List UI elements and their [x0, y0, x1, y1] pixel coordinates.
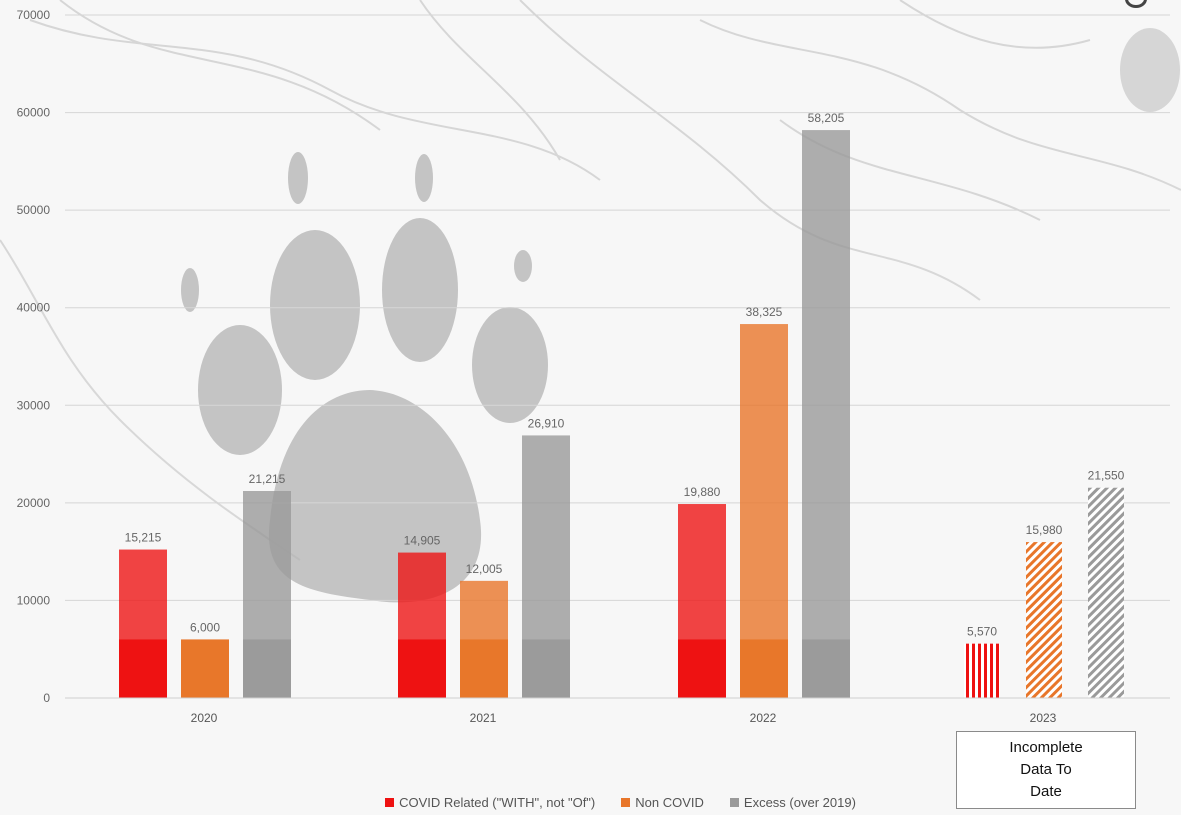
bars — [119, 130, 1124, 698]
y-tick-label: 50000 — [17, 203, 51, 217]
value-label-2020-2: 21,215 — [249, 472, 286, 486]
bar-2023-series-0 — [964, 643, 1000, 698]
value-label-2020-0: 15,215 — [125, 531, 162, 545]
y-tick-label: 0 — [43, 691, 50, 705]
value-label-2023-2: 21,550 — [1088, 469, 1125, 483]
bar-baseline-band — [181, 639, 229, 698]
chart-legend: COVID Related ("WITH", not "Of") Non COV… — [0, 792, 1181, 812]
grid-lines — [65, 14, 1170, 699]
value-label-2023-1: 15,980 — [1026, 523, 1063, 537]
bar-baseline-band — [460, 639, 508, 698]
bar-baseline-band — [398, 639, 446, 698]
legend-swatch-excess — [729, 797, 739, 807]
incomplete-data-annotation: Incomplete Data To Date — [956, 731, 1136, 809]
legend-item-covid-related: COVID Related ("WITH", not "Of") — [385, 792, 595, 812]
annotation-line-1: Incomplete — [1009, 739, 1083, 756]
y-tick-label: 30000 — [17, 398, 51, 412]
value-label-2021-2: 26,910 — [528, 416, 565, 430]
x-tick-label-2022: 2022 — [750, 711, 777, 725]
bar-2022-series-2 — [802, 130, 850, 698]
y-tick-label: 70000 — [17, 8, 51, 22]
bar-baseline-band — [119, 639, 167, 698]
value-label-2022-0: 19,880 — [684, 485, 721, 499]
value-label-2022-1: 38,325 — [746, 305, 783, 319]
annotation-line-2: Data To — [1020, 761, 1072, 778]
legend-label-excess: Excess (over 2019) — [743, 794, 856, 810]
y-tick-label: 20000 — [17, 496, 51, 510]
legend-swatch-covid — [385, 797, 395, 807]
value-label-2021-1: 12,005 — [466, 562, 503, 576]
legend-item-excess: Excess (over 2019) — [729, 792, 856, 812]
x-axis: 2020 2021 2022 2023 — [65, 697, 1170, 725]
y-tick-label: 40000 — [17, 301, 51, 315]
bar-2023-series-1 — [1026, 542, 1062, 698]
value-labels: 15,215 6,000 21,215 14,905 12,005 26,910 19,88… — [125, 111, 1125, 639]
legend-swatch-non-covid — [621, 797, 631, 807]
value-label-2020-1: 6,000 — [190, 620, 220, 634]
value-label-2022-2: 58,205 — [808, 111, 845, 125]
y-tick-label: 60000 — [17, 106, 51, 120]
legend-item-non-covid: Non COVID — [621, 792, 704, 812]
y-axis: 0 10000 20000 30000 40000 50000 60000 70000 — [17, 8, 51, 705]
x-tick-label-2021: 2021 — [470, 711, 497, 725]
y-tick-label: 10000 — [17, 593, 51, 607]
bar-2023-series-2 — [1088, 487, 1124, 698]
value-label-2023-0: 5,570 — [967, 625, 997, 639]
bar-2022-series-1 — [740, 324, 788, 698]
legend-label-covid: COVID Related ("WITH", not "Of") — [399, 794, 596, 810]
x-tick-label-2020: 2020 — [191, 711, 218, 725]
bar-baseline-band — [740, 639, 788, 698]
annotation-line-3: Date — [1030, 783, 1062, 800]
bar-baseline-band — [522, 639, 570, 698]
x-tick-label-2023: 2023 — [1030, 711, 1057, 725]
bar-baseline-band — [802, 639, 850, 698]
bar-baseline-band — [243, 639, 291, 698]
value-label-2021-0: 14,905 — [404, 534, 441, 548]
legend-label-non-covid: Non COVID — [635, 794, 704, 810]
bar-baseline-band — [678, 639, 726, 698]
